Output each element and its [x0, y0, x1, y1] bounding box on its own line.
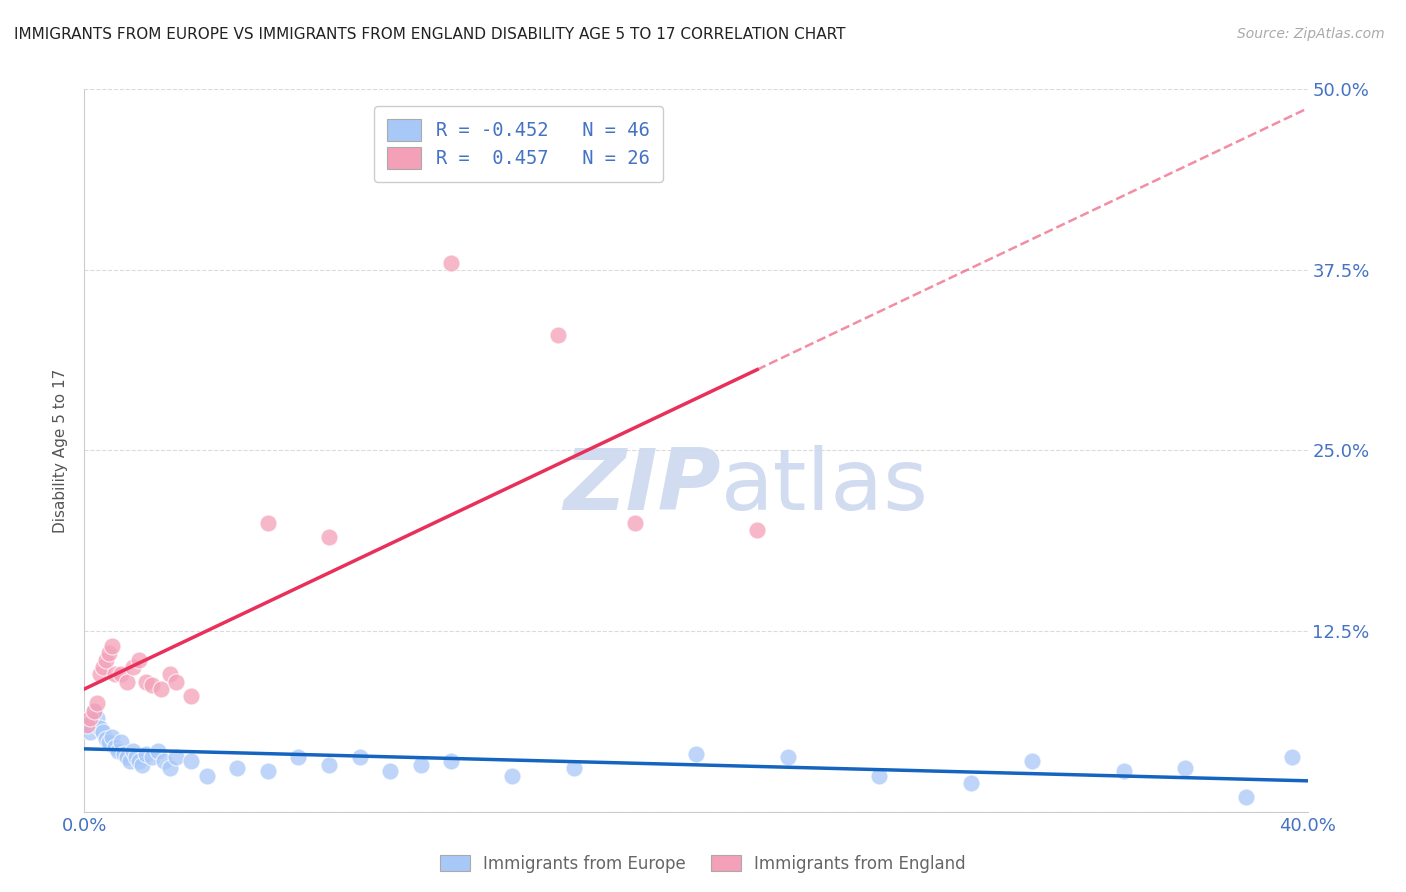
- Point: [409, 758, 432, 772]
- Point: [624, 516, 647, 530]
- Point: [89, 721, 111, 735]
- Point: [165, 674, 187, 689]
- Point: [502, 769, 524, 783]
- Point: [76, 718, 98, 732]
- Point: [122, 744, 145, 758]
- Point: [86, 696, 108, 710]
- Point: [141, 677, 163, 691]
- Point: [86, 711, 108, 725]
- Point: [120, 754, 142, 768]
- Point: [685, 747, 707, 761]
- Legend: Immigrants from Europe, Immigrants from England: Immigrants from Europe, Immigrants from …: [433, 848, 973, 880]
- Point: [153, 754, 176, 768]
- Point: [112, 747, 135, 761]
- Point: [110, 735, 132, 749]
- Point: [104, 739, 127, 754]
- Point: [159, 761, 181, 775]
- Point: [349, 749, 371, 764]
- Point: [440, 255, 463, 269]
- Point: [747, 523, 769, 537]
- Point: [131, 758, 153, 772]
- Point: [125, 749, 148, 764]
- Point: [257, 764, 280, 779]
- Point: [89, 667, 111, 681]
- Point: [94, 653, 117, 667]
- Point: [180, 689, 202, 703]
- Point: [91, 725, 114, 739]
- Point: [101, 639, 124, 653]
- Point: [128, 653, 150, 667]
- Point: [76, 718, 98, 732]
- Point: [128, 754, 150, 768]
- Point: [547, 327, 569, 342]
- Text: ZIP: ZIP: [562, 445, 720, 528]
- Point: [318, 530, 340, 544]
- Point: [165, 749, 187, 764]
- Point: [257, 516, 280, 530]
- Point: [122, 660, 145, 674]
- Point: [195, 769, 218, 783]
- Point: [318, 758, 340, 772]
- Point: [94, 732, 117, 747]
- Point: [97, 735, 120, 749]
- Point: [83, 704, 105, 718]
- Point: [79, 711, 101, 725]
- Point: [287, 749, 309, 764]
- Point: [79, 725, 101, 739]
- Point: [135, 674, 157, 689]
- Point: [115, 674, 138, 689]
- Point: [960, 776, 983, 790]
- Text: Source: ZipAtlas.com: Source: ZipAtlas.com: [1237, 27, 1385, 41]
- Point: [110, 667, 132, 681]
- Point: [562, 761, 585, 775]
- Point: [180, 754, 202, 768]
- Point: [135, 747, 157, 761]
- Point: [1236, 790, 1258, 805]
- Text: IMMIGRANTS FROM EUROPE VS IMMIGRANTS FROM ENGLAND DISABILITY AGE 5 TO 17 CORRELA: IMMIGRANTS FROM EUROPE VS IMMIGRANTS FRO…: [14, 27, 845, 42]
- Point: [115, 749, 138, 764]
- Point: [146, 744, 169, 758]
- Text: atlas: atlas: [720, 445, 928, 528]
- Point: [159, 667, 181, 681]
- Point: [91, 660, 114, 674]
- Point: [869, 769, 891, 783]
- Point: [1021, 754, 1043, 768]
- Point: [1281, 749, 1303, 764]
- Point: [380, 764, 402, 779]
- Point: [97, 646, 120, 660]
- Point: [149, 681, 172, 696]
- Y-axis label: Disability Age 5 to 17: Disability Age 5 to 17: [53, 368, 69, 533]
- Point: [107, 744, 129, 758]
- Point: [1114, 764, 1136, 779]
- Point: [1174, 761, 1197, 775]
- Point: [226, 761, 249, 775]
- Point: [104, 667, 127, 681]
- Legend: R = -0.452   N = 46, R =  0.457   N = 26: R = -0.452 N = 46, R = 0.457 N = 26: [374, 106, 664, 182]
- Point: [141, 749, 163, 764]
- Point: [776, 749, 799, 764]
- Point: [83, 704, 105, 718]
- Point: [440, 754, 463, 768]
- Point: [101, 730, 124, 744]
